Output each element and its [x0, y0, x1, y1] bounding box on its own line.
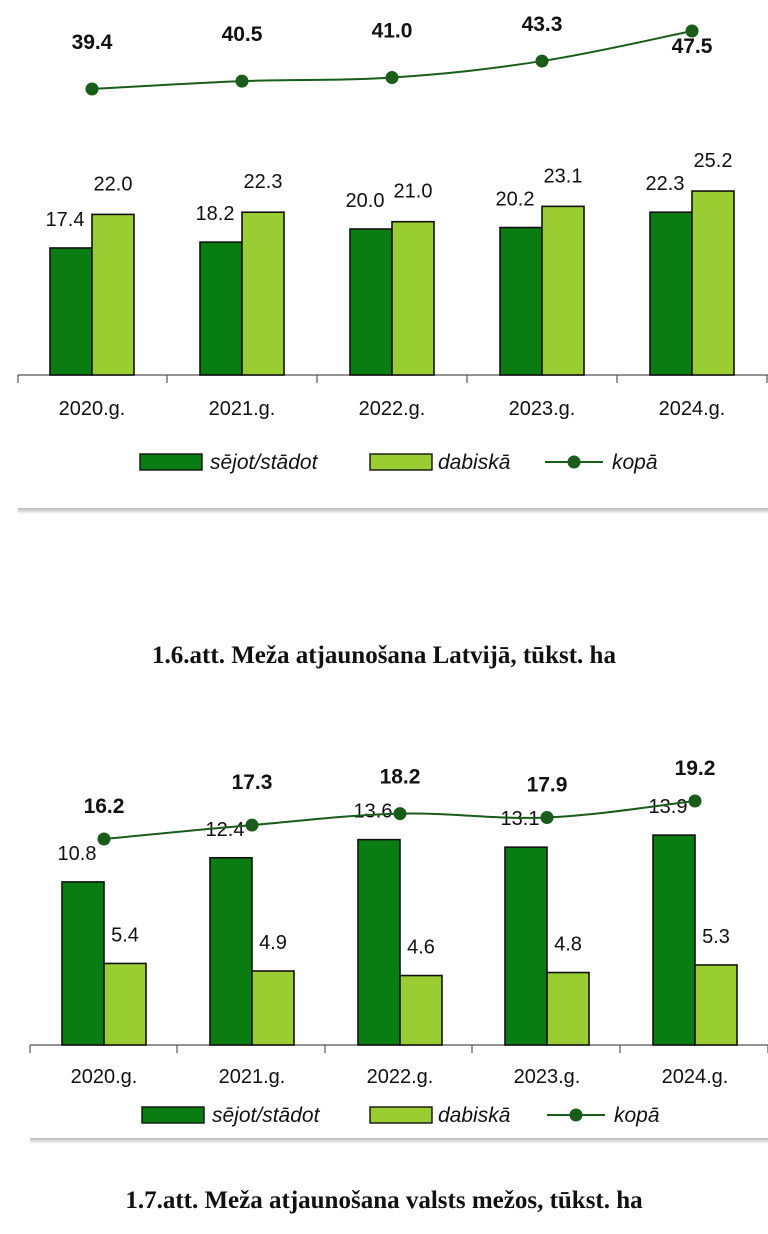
chart-1-marker-kopa	[535, 54, 549, 68]
chart-2-bar-dabiska	[399, 974, 443, 1046]
chart-1-legend-label: sējot/stādot	[210, 451, 319, 474]
chart-panel-1: 17.4 22.0 2020.g. 18.2 22.3 2021.g. 20.0 21.0 20…	[0, 0, 768, 512]
chart-1-legend-marker-kopa	[567, 455, 581, 469]
chart-1-bar-dabiska	[241, 211, 285, 376]
chart-1-bar-dabiska	[91, 213, 135, 376]
chart-1-bar-label-dabiska: 22.0	[94, 173, 133, 195]
chart-1-legend-label: kopā	[612, 451, 658, 474]
chart-1-bar-label-dabiska: 23.1	[544, 165, 583, 187]
chart-1-category-label: 2022.g.	[359, 398, 426, 420]
chart-1-label-kopa: 47.5	[672, 35, 713, 58]
chart-1-bar-label-sejot-stadot: 20.0	[346, 190, 385, 212]
chart-1-shadow	[18, 508, 768, 514]
chart-1-bar-label-sejot-stadot: 22.3	[646, 173, 685, 195]
chart-1-bar-label-dabiska: 22.3	[244, 171, 283, 193]
chart-2-bar-dabiska	[251, 970, 295, 1046]
chart-2-marker-kopa	[540, 810, 554, 824]
chart-2-marker-kopa	[393, 807, 407, 821]
chart-2-category-label: 2023.g.	[514, 1066, 581, 1088]
chart-2-label-kopa: 19.2	[675, 757, 716, 780]
chart-1-bar-dabiska	[391, 220, 435, 376]
chart-1-bar-sejot-stadot	[499, 226, 543, 376]
chart-2-category-label: 2021.g.	[219, 1066, 286, 1088]
chart-2-svg: 10.8 5.4 2020.g. 12.4 4.9 2021.g. 13.6 4.6 2022.…	[29, 757, 768, 1127]
chart-2-legend-swatch-sejot-stadot	[141, 1106, 205, 1124]
chart-2-bar-label-sejot-stadot: 13.6	[354, 801, 393, 823]
chart-2-bar-label-sejot-stadot: 12.4	[206, 819, 245, 841]
chart-2-label-kopa: 17.9	[527, 773, 568, 796]
chart-2-bar-sejot-stadot	[504, 846, 548, 1046]
chart-2-marker-kopa	[97, 832, 111, 846]
chart-2-bar-sejot-stadot	[652, 834, 696, 1046]
chart-1-label-kopa: 41.0	[372, 20, 413, 43]
chart-1-bar-label-dabiska: 25.2	[694, 150, 733, 172]
chart-2-bar-label-dabiska: 5.4	[111, 924, 139, 946]
chart-2-category-label: 2022.g.	[367, 1066, 434, 1088]
chart-2-bar-sejot-stadot	[209, 856, 253, 1046]
chart-1-bar-label-dabiska: 21.0	[394, 181, 433, 203]
chart-2-category-label: 2020.g.	[71, 1066, 138, 1088]
chart-1-bar-sejot-stadot	[349, 228, 393, 376]
chart-1-bar-dabiska	[541, 205, 585, 376]
chart-1-legend-swatch-sejot-stadot	[139, 453, 203, 471]
chart-2-bar-label-dabiska: 4.9	[259, 932, 287, 954]
chart-1-bar-label-sejot-stadot: 18.2	[196, 203, 235, 225]
chart-2-bar-dabiska	[103, 962, 147, 1046]
chart-1-legend-swatch-dabiska	[369, 453, 433, 471]
chart-1-bar-sejot-stadot	[49, 247, 93, 376]
chart-1-svg: 17.4 22.0 2020.g. 18.2 22.3 2021.g. 20.0 21.0 20…	[17, 13, 768, 474]
chart-1-category-label: 2020.g.	[59, 398, 126, 420]
chart-2-shadow	[30, 1138, 768, 1144]
chart-1-category-label: 2024.g.	[659, 398, 726, 420]
chart-2-legend-label: sējot/stādot	[212, 1104, 321, 1127]
chart-2-label-kopa: 16.2	[84, 795, 125, 818]
chart-1-label-kopa: 40.5	[222, 23, 263, 46]
chart-2-legend-label: kopā	[614, 1104, 660, 1127]
chart-1-marker-kopa	[685, 24, 699, 38]
chart-2-label-kopa: 18.2	[380, 766, 421, 789]
chart-1-caption: 1.6.att. Meža atjaunošana Latvijā, tūkst…	[152, 642, 616, 669]
chart-panel-2: 10.8 5.4 2020.g. 12.4 4.9 2021.g. 13.6 4.6 2022.…	[0, 700, 768, 1142]
chart-1-legend-label: dabiskā	[438, 451, 510, 474]
chart-1-bar-sejot-stadot	[649, 211, 693, 376]
chart-2-legend-swatch-dabiska	[369, 1106, 433, 1124]
chart-1-bar-label-sejot-stadot: 20.2	[496, 189, 535, 211]
chart-1-marker-kopa	[235, 74, 249, 88]
chart-1-label-kopa: 43.3	[522, 13, 563, 36]
chart-2-bar-dabiska	[694, 964, 738, 1046]
chart-2-bar-sejot-stadot	[357, 838, 401, 1046]
chart-1-category-label: 2023.g.	[509, 398, 576, 420]
chart-2-bar-dabiska	[546, 971, 590, 1046]
chart-2-label-kopa: 17.3	[232, 771, 273, 794]
chart-2-caption: 1.7.att. Meža atjaunošana valsts mežos, …	[125, 1187, 643, 1214]
chart-2-bar-label-sejot-stadot: 13.9	[649, 796, 688, 818]
chart-1-category-label: 2021.g.	[209, 398, 276, 420]
chart-2-marker-kopa	[245, 818, 259, 832]
chart-1-marker-kopa	[85, 82, 99, 96]
chart-2-bar-label-sejot-stadot: 10.8	[58, 843, 97, 865]
chart-1-label-kopa: 39.4	[72, 31, 113, 54]
chart-2-bar-label-dabiska: 5.3	[702, 926, 730, 948]
chart-2-bar-label-dabiska: 4.6	[407, 937, 435, 959]
chart-2-bar-label-dabiska: 4.8	[554, 934, 582, 956]
chart-2-legend-label: dabiskā	[438, 1104, 510, 1127]
chart-1-bar-sejot-stadot	[199, 241, 243, 376]
chart-1-bar-label-sejot-stadot: 17.4	[46, 209, 85, 231]
chart-1-marker-kopa	[385, 71, 399, 85]
chart-2-bar-label-sejot-stadot: 13.1	[501, 808, 540, 830]
chart-1-bar-dabiska	[691, 190, 735, 376]
chart-2-legend-marker-kopa	[569, 1108, 583, 1122]
chart-2-marker-kopa	[688, 794, 702, 808]
chart-2-category-label: 2024.g.	[662, 1066, 729, 1088]
chart-2-bar-sejot-stadot	[61, 881, 105, 1046]
